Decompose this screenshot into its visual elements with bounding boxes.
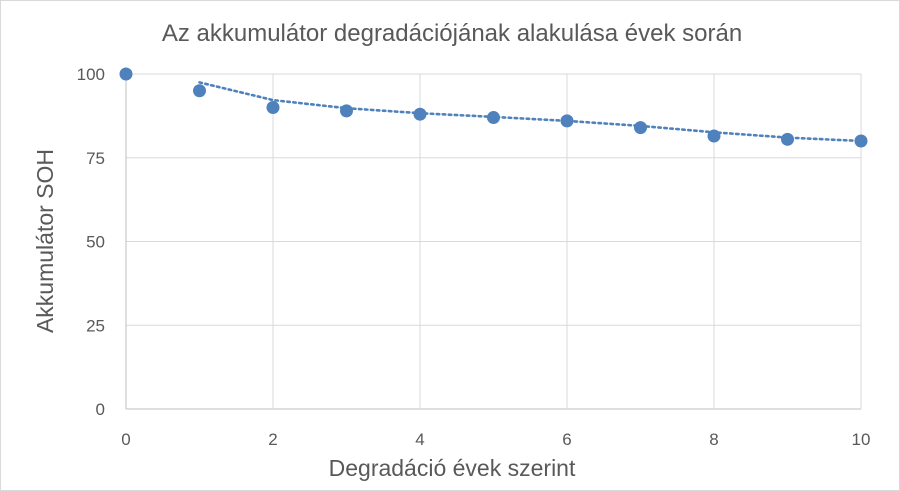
data-point (634, 121, 647, 135)
chart-title: Az akkumulátor degradációjának alakulása… (162, 20, 742, 47)
y-tick-label: 0 (96, 400, 105, 419)
data-point (340, 104, 353, 118)
data-point (487, 111, 500, 125)
y-tick-label: 75 (86, 149, 105, 168)
y-tick-label: 50 (86, 233, 105, 252)
tick-layer: 0 25 50 75 100 0 2 4 6 8 10 (77, 65, 871, 449)
x-tick-label: 0 (121, 430, 130, 449)
y-axis-title: Akkumulátor SOH (32, 149, 58, 333)
y-tick-label: 100 (77, 65, 105, 84)
grid-layer (125, 73, 862, 410)
data-point (707, 129, 721, 143)
trendline-layer (198, 81, 863, 143)
x-axis-title: Degradáció évek szerint (329, 455, 576, 481)
data-point (560, 114, 574, 128)
x-tick-label: 8 (709, 430, 718, 449)
data-point (266, 101, 280, 114)
data-point-layer (119, 67, 868, 148)
x-tick-label: 4 (415, 430, 424, 449)
y-tick-label: 25 (86, 316, 105, 335)
trendline (198, 81, 863, 143)
data-point (781, 132, 794, 146)
data-point (119, 67, 133, 81)
data-point (854, 134, 868, 148)
x-tick-label: 6 (562, 430, 571, 449)
x-tick-label: 2 (268, 430, 277, 449)
data-point (413, 107, 427, 121)
x-tick-label: 10 (852, 430, 871, 449)
data-point (193, 84, 206, 98)
